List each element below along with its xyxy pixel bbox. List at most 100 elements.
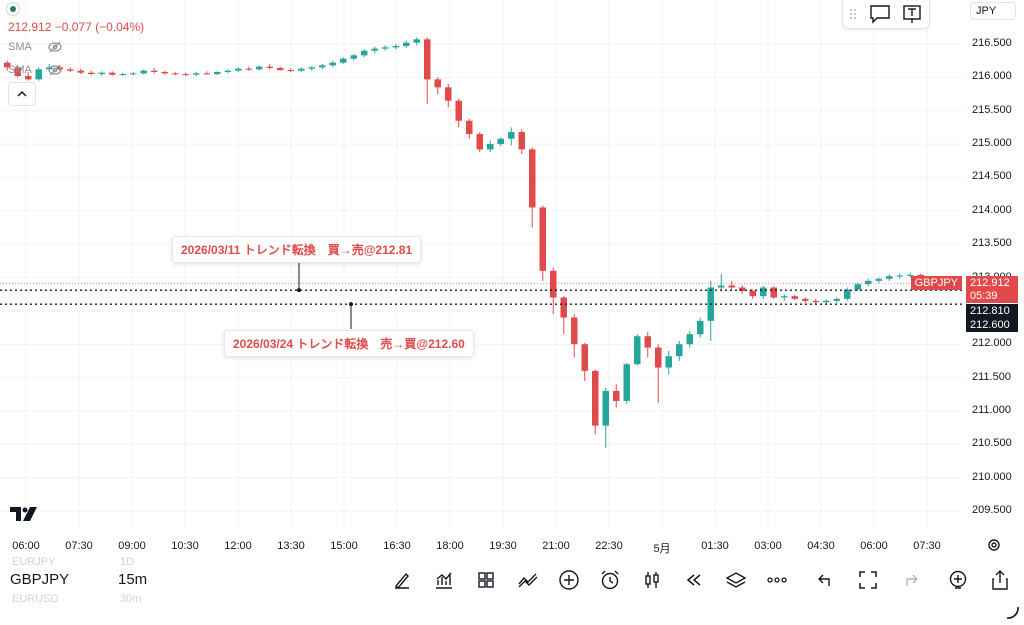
collapse-legend-button[interactable] bbox=[8, 82, 36, 106]
drag-handle-icon[interactable] bbox=[849, 7, 857, 21]
candle-body bbox=[844, 289, 851, 299]
candle bbox=[67, 67, 74, 73]
comment-icon[interactable] bbox=[869, 4, 891, 24]
candle-body bbox=[193, 73, 200, 75]
annotation-anchor bbox=[349, 302, 353, 307]
candle-body bbox=[833, 298, 840, 301]
candle bbox=[823, 299, 830, 305]
symbol-selector[interactable]: GBPJPY bbox=[10, 571, 70, 588]
candle-body bbox=[256, 66, 263, 70]
status-dot-icon bbox=[6, 2, 20, 16]
candle-body bbox=[560, 297, 567, 318]
time-tick-label: 01:30 bbox=[701, 540, 729, 552]
candle-body bbox=[298, 68, 305, 71]
candle bbox=[277, 66, 284, 71]
time-tick-label: 16:30 bbox=[383, 540, 411, 552]
candle bbox=[466, 118, 473, 139]
text-tool-icon[interactable] bbox=[901, 4, 923, 24]
candle bbox=[413, 37, 420, 46]
compare-icon[interactable] bbox=[516, 568, 540, 592]
candle-body bbox=[802, 298, 809, 301]
settings-gear-icon[interactable] bbox=[986, 537, 1002, 558]
candle bbox=[760, 285, 767, 299]
candle-body bbox=[508, 132, 515, 139]
fullscreen-icon[interactable] bbox=[856, 568, 880, 592]
candle-body bbox=[728, 285, 735, 288]
more-icon[interactable] bbox=[765, 568, 789, 592]
candle-body bbox=[602, 390, 609, 426]
replay-icon[interactable] bbox=[682, 568, 706, 592]
share-icon[interactable] bbox=[988, 568, 1012, 592]
time-tick-label: 19:30 bbox=[489, 540, 517, 552]
candle bbox=[340, 57, 347, 65]
candle bbox=[592, 369, 599, 435]
candle-body bbox=[413, 39, 420, 43]
currency-selector[interactable]: JPY bbox=[970, 2, 1016, 20]
price-tick-label: 210.000 bbox=[972, 470, 1012, 483]
redo-icon[interactable] bbox=[898, 568, 922, 592]
candle-body bbox=[539, 207, 546, 271]
time-tick-label: 5月 bbox=[653, 543, 671, 555]
candle-body bbox=[445, 87, 452, 101]
price-tick-label: 215.500 bbox=[972, 103, 1012, 116]
candle-body bbox=[403, 42, 410, 47]
annotation-label[interactable]: 2026/03/11 トレンド転換 買→売@212.81 bbox=[172, 236, 422, 263]
add-alert-icon[interactable] bbox=[946, 568, 970, 592]
candle bbox=[77, 68, 84, 75]
sma-legend-2[interactable]: SMA bbox=[8, 63, 62, 77]
add-icon[interactable] bbox=[557, 568, 581, 592]
sma-legend-1[interactable]: SMA bbox=[8, 40, 62, 54]
candle-body bbox=[350, 55, 357, 59]
timeframe-selector[interactable]: 15m bbox=[118, 571, 148, 588]
grid-icon[interactable] bbox=[474, 568, 498, 592]
candle bbox=[770, 286, 777, 299]
candlestick-chart[interactable] bbox=[0, 0, 1024, 540]
candle bbox=[497, 137, 504, 147]
candle-body bbox=[214, 72, 221, 75]
eye-off-icon[interactable] bbox=[48, 63, 62, 77]
candle bbox=[844, 287, 851, 301]
layers-icon[interactable] bbox=[724, 568, 748, 592]
candle-body bbox=[886, 276, 893, 279]
candle-body bbox=[14, 67, 21, 77]
bottom-toolbar bbox=[0, 556, 1024, 624]
candle bbox=[781, 294, 788, 301]
time-tick-label: 13:30 bbox=[277, 540, 305, 552]
candles-icon[interactable] bbox=[640, 568, 664, 592]
candle bbox=[613, 384, 620, 408]
price-change-readout: 212.912 −0.077 (−0.04%) bbox=[8, 20, 145, 34]
candle-body bbox=[634, 336, 641, 365]
candle-body bbox=[665, 356, 672, 368]
candle bbox=[886, 274, 893, 281]
candle-body bbox=[550, 270, 557, 298]
candle bbox=[833, 297, 840, 303]
candle-body bbox=[371, 48, 378, 51]
candle bbox=[424, 37, 431, 105]
candle-body bbox=[739, 287, 746, 291]
indicators-icon[interactable] bbox=[432, 568, 456, 592]
alarm-icon[interactable] bbox=[598, 568, 622, 592]
candle-body bbox=[655, 347, 662, 368]
candle bbox=[749, 289, 756, 299]
annotation-label[interactable]: 2026/03/24 トレンド転換 売→買@212.60 bbox=[224, 330, 474, 357]
time-tick-label: 10:30 bbox=[171, 540, 199, 552]
candle-body bbox=[770, 287, 777, 298]
price-tick-label: 210.500 bbox=[972, 437, 1012, 450]
price-tick-label: 213.500 bbox=[972, 237, 1012, 250]
candle bbox=[172, 72, 179, 76]
candle bbox=[623, 362, 630, 405]
pen-icon[interactable] bbox=[390, 568, 414, 592]
eye-off-icon[interactable] bbox=[48, 40, 62, 54]
candle bbox=[476, 132, 483, 153]
candle bbox=[445, 84, 452, 108]
floating-toolbar bbox=[842, 0, 930, 29]
chart-area[interactable]: 212.912 −0.077 (−0.04%) SMA SMA bbox=[0, 0, 1024, 555]
candle-body bbox=[182, 74, 189, 76]
undo-icon[interactable] bbox=[814, 568, 838, 592]
candle bbox=[697, 317, 704, 338]
candle bbox=[361, 49, 368, 58]
candle-body bbox=[497, 138, 504, 145]
candle-body bbox=[697, 320, 704, 335]
candle-body bbox=[203, 73, 210, 75]
candle bbox=[896, 273, 903, 279]
